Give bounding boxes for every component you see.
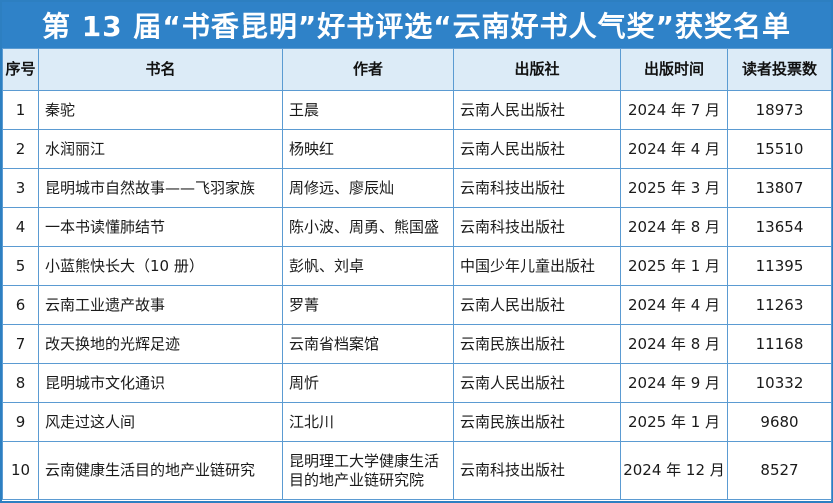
cell-no: 2 xyxy=(2,129,39,169)
cell-no: 4 xyxy=(2,207,39,247)
cell-author: 江北川 xyxy=(282,402,454,442)
cell-author: 昆明理工大学健康生活目的地产业链研究院 xyxy=(282,441,454,500)
cell-no: 1 xyxy=(2,90,39,130)
header-date: 出版时间 xyxy=(620,48,728,91)
header-publisher: 出版社 xyxy=(453,48,621,91)
cell-author: 彭帆、刘卓 xyxy=(282,246,454,286)
cell-author: 罗菁 xyxy=(282,285,454,325)
award-table: 序号 书名 作者 出版社 出版时间 读者投票数 1 秦驼 王晨 云南人民出版社 … xyxy=(2,48,832,500)
cell-votes: 11395 xyxy=(727,246,832,286)
cell-date: 2025 年 1 月 xyxy=(620,402,728,442)
cell-book: 风走过这人间 xyxy=(38,402,283,442)
cell-author: 周忻 xyxy=(282,363,454,403)
cell-no: 7 xyxy=(2,324,39,364)
cell-book: 云南工业遗产故事 xyxy=(38,285,283,325)
page-title: 第 13 届“书香昆明”好书评选“云南好书人气奖”获奖名单 xyxy=(2,2,831,48)
cell-date: 2025 年 1 月 xyxy=(620,246,728,286)
cell-no: 10 xyxy=(2,441,39,500)
header-book: 书名 xyxy=(38,48,283,91)
header-author: 作者 xyxy=(282,48,454,91)
cell-votes: 13654 xyxy=(727,207,832,247)
cell-book: 水润丽江 xyxy=(38,129,283,169)
cell-publisher: 云南人民出版社 xyxy=(453,363,621,403)
table-row: 1 秦驼 王晨 云南人民出版社 2024 年 7 月 18973 xyxy=(2,90,832,130)
table-row: 3 昆明城市自然故事——飞羽家族 周修远、廖辰灿 云南科技出版社 2025 年 … xyxy=(2,168,832,208)
cell-book: 云南健康生活目的地产业链研究 xyxy=(38,441,283,500)
cell-book: 改天换地的光辉足迹 xyxy=(38,324,283,364)
table-row: 7 改天换地的光辉足迹 云南省档案馆 云南民族出版社 2024 年 8 月 11… xyxy=(2,324,832,364)
table-row: 8 昆明城市文化通识 周忻 云南人民出版社 2024 年 9 月 10332 xyxy=(2,363,832,403)
cell-book: 一本书读懂肺结节 xyxy=(38,207,283,247)
table-row: 10 云南健康生活目的地产业链研究 昆明理工大学健康生活目的地产业链研究院 云南… xyxy=(2,441,832,500)
cell-publisher: 云南科技出版社 xyxy=(453,207,621,247)
cell-votes: 15510 xyxy=(727,129,832,169)
cell-author: 杨映红 xyxy=(282,129,454,169)
cell-author: 周修远、廖辰灿 xyxy=(282,168,454,208)
cell-no: 6 xyxy=(2,285,39,325)
cell-date: 2024 年 12 月 xyxy=(620,441,728,500)
cell-votes: 18973 xyxy=(727,90,832,130)
table-row: 5 小蓝熊快长大（10 册） 彭帆、刘卓 中国少年儿童出版社 2025 年 1 … xyxy=(2,246,832,286)
cell-date: 2024 年 7 月 xyxy=(620,90,728,130)
cell-date: 2025 年 3 月 xyxy=(620,168,728,208)
cell-publisher: 云南科技出版社 xyxy=(453,168,621,208)
cell-author: 云南省档案馆 xyxy=(282,324,454,364)
cell-date: 2024 年 4 月 xyxy=(620,129,728,169)
cell-publisher: 云南民族出版社 xyxy=(453,324,621,364)
cell-date: 2024 年 8 月 xyxy=(620,207,728,247)
cell-publisher: 云南民族出版社 xyxy=(453,402,621,442)
header-no: 序号 xyxy=(2,48,39,91)
cell-date: 2024 年 4 月 xyxy=(620,285,728,325)
cell-book: 昆明城市自然故事——飞羽家族 xyxy=(38,168,283,208)
cell-no: 5 xyxy=(2,246,39,286)
table-row: 2 水润丽江 杨映红 云南人民出版社 2024 年 4 月 15510 xyxy=(2,129,832,169)
cell-publisher: 云南人民出版社 xyxy=(453,129,621,169)
table-row: 4 一本书读懂肺结节 陈小波、周勇、熊国盛 云南科技出版社 2024 年 8 月… xyxy=(2,207,832,247)
header-votes: 读者投票数 xyxy=(727,48,832,91)
cell-votes: 8527 xyxy=(727,441,832,500)
cell-publisher: 云南人民出版社 xyxy=(453,90,621,130)
cell-date: 2024 年 9 月 xyxy=(620,363,728,403)
cell-no: 3 xyxy=(2,168,39,208)
cell-no: 8 xyxy=(2,363,39,403)
table-row: 9 风走过这人间 江北川 云南民族出版社 2025 年 1 月 9680 xyxy=(2,402,832,442)
cell-date: 2024 年 8 月 xyxy=(620,324,728,364)
cell-publisher: 云南科技出版社 xyxy=(453,441,621,500)
cell-votes: 13807 xyxy=(727,168,832,208)
cell-book: 秦驼 xyxy=(38,90,283,130)
cell-author: 陈小波、周勇、熊国盛 xyxy=(282,207,454,247)
cell-book: 小蓝熊快长大（10 册） xyxy=(38,246,283,286)
cell-votes: 9680 xyxy=(727,402,832,442)
cell-publisher: 中国少年儿童出版社 xyxy=(453,246,621,286)
cell-no: 9 xyxy=(2,402,39,442)
table-header-row: 序号 书名 作者 出版社 出版时间 读者投票数 xyxy=(2,48,832,91)
cell-publisher: 云南人民出版社 xyxy=(453,285,621,325)
cell-book: 昆明城市文化通识 xyxy=(38,363,283,403)
table-row: 6 云南工业遗产故事 罗菁 云南人民出版社 2024 年 4 月 11263 xyxy=(2,285,832,325)
cell-votes: 10332 xyxy=(727,363,832,403)
cell-votes: 11263 xyxy=(727,285,832,325)
cell-votes: 11168 xyxy=(727,324,832,364)
cell-author: 王晨 xyxy=(282,90,454,130)
